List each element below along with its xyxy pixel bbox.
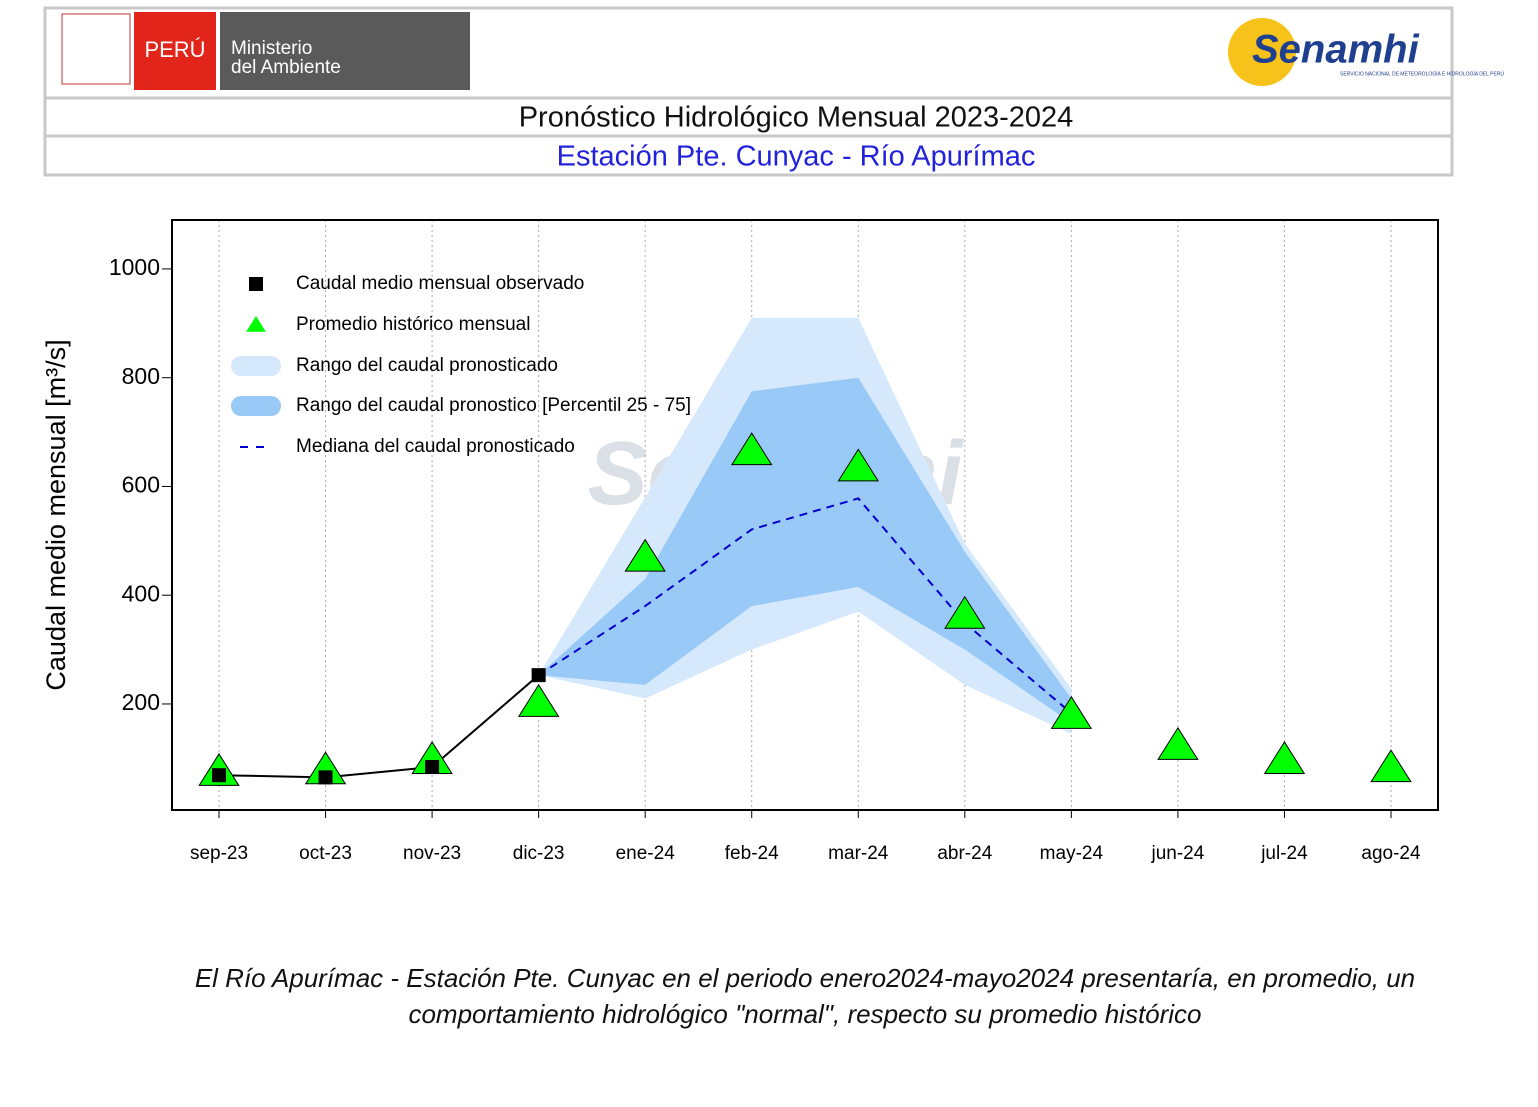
x-tick-label: sep-23 xyxy=(190,843,248,864)
legend-label: Caudal medio mensual observado xyxy=(296,273,584,294)
legend-label: Rango del caudal pronostico [Percentil 2… xyxy=(296,395,691,416)
y-axis-label: Caudal medio mensual [m³/s] xyxy=(41,339,71,690)
x-tick-label: jun-24 xyxy=(1150,843,1204,864)
x-tick-label: ene-24 xyxy=(616,843,676,864)
subtitle: Estación Pte. Cunyac - Río Apurímac xyxy=(557,141,1036,173)
ministry: Ministerio xyxy=(231,38,312,59)
historical-marker xyxy=(944,595,986,629)
legend-swatch xyxy=(246,316,266,332)
observed-line xyxy=(218,674,540,779)
forecast-band xyxy=(538,377,1072,723)
coat-of-arms xyxy=(61,13,131,85)
historical-marker xyxy=(517,683,560,717)
peru-block xyxy=(134,12,216,90)
y-tick-label: 600 xyxy=(122,472,160,498)
historical-marker xyxy=(1263,741,1306,774)
observed-marker xyxy=(212,768,226,783)
x-tick-label: oct-23 xyxy=(299,843,352,864)
legend-swatch xyxy=(231,396,281,416)
y-tick-label: 800 xyxy=(122,363,160,389)
legend-swatch xyxy=(249,277,263,291)
caption: El Río Apurímac - Estación Pte. Cunyac e… xyxy=(194,963,1416,1029)
median-line xyxy=(538,497,1073,714)
agency-subtitle: SERVICIO NACIONAL DE METEOROLOGÍA E HIDR… xyxy=(1340,70,1504,77)
historical-marker xyxy=(731,432,773,466)
plot: sep-23 oct-23 nov-23 dic-23 ene-24 feb-24 mar-… xyxy=(109,219,1439,864)
historical-marker xyxy=(1370,749,1412,783)
observed-marker xyxy=(318,770,333,785)
plot-frame xyxy=(171,219,1439,811)
title: Pronóstico Hidrológico Mensual 2023-2024 xyxy=(519,102,1074,134)
y-tick-label: 200 xyxy=(122,689,160,715)
legend-swatch xyxy=(231,356,281,376)
observed-marker xyxy=(531,668,546,683)
legend-label: Mediana del caudal pronosticado xyxy=(296,436,575,457)
historical-marker xyxy=(624,538,666,572)
x-tick-label: jul-24 xyxy=(1260,843,1308,864)
sun-logo xyxy=(1228,18,1296,86)
agency: Senamhi xyxy=(1252,28,1420,72)
x-tick-label: ago-24 xyxy=(1361,843,1421,864)
x-tick-label: nov-23 xyxy=(403,843,461,864)
y-tick-label: 400 xyxy=(122,580,160,606)
x-tick-label: mar-24 xyxy=(828,843,889,864)
x-tick-label: dic-23 xyxy=(513,843,565,864)
header-box xyxy=(43,6,1454,177)
historical-marker xyxy=(1157,726,1199,760)
ministry: del Ambiente xyxy=(231,57,341,78)
historical-marker xyxy=(1050,695,1093,729)
ministry-block xyxy=(220,12,470,90)
observed-marker xyxy=(425,760,440,775)
legend-label: Promedio histórico mensual xyxy=(296,314,530,335)
historical-marker xyxy=(837,448,879,482)
x-tick-label: feb-24 xyxy=(725,843,779,864)
x-tick-label: abr-24 xyxy=(937,843,992,864)
legend-label: Rango del caudal pronosticado xyxy=(296,355,558,376)
y-tick-label: 1000 xyxy=(109,254,160,280)
country: PERÚ xyxy=(144,37,205,62)
x-tick-label: may-24 xyxy=(1040,843,1104,864)
